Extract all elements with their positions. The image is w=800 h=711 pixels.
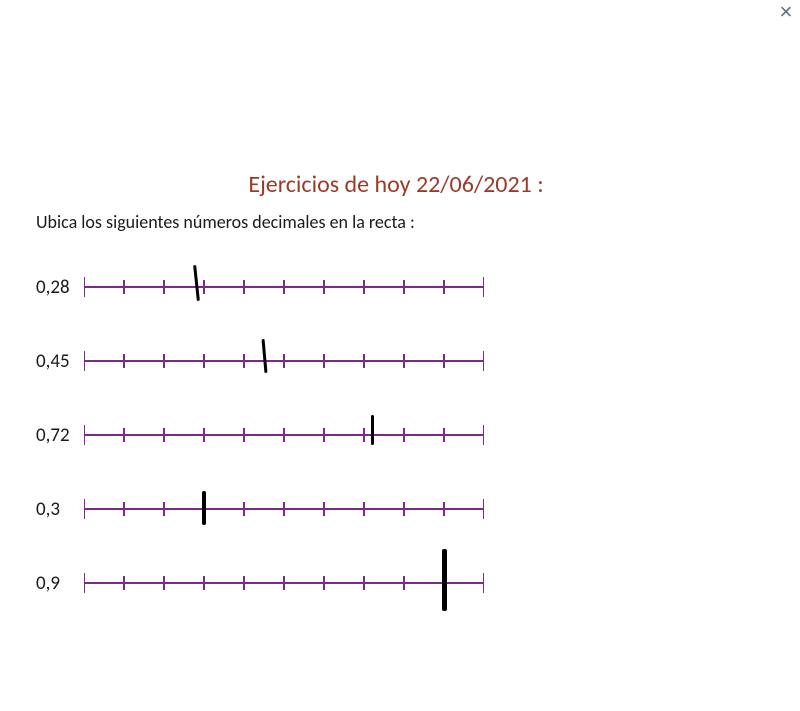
row-label: 0,45 (36, 350, 84, 373)
number-line (84, 493, 484, 525)
number-line-svg (84, 419, 484, 451)
page-title: Ejercicios de hoy 22/06/2021 : (36, 170, 756, 199)
number-line-svg (84, 493, 484, 525)
close-icon[interactable]: × (780, 0, 792, 24)
number-line (84, 419, 484, 451)
worksheet-content: Ejercicios de hoy 22/06/2021 : Ubica los… (36, 170, 756, 599)
number-line-rows: 0,28 0,45 0,72 0,3 0,9 (36, 271, 756, 599)
number-line-row: 0,3 (36, 493, 756, 525)
number-line-row: 0,28 (36, 271, 756, 303)
number-line-svg (84, 567, 484, 599)
row-label: 0,72 (36, 424, 84, 447)
instruction-text: Ubica los siguientes números decimales e… (36, 211, 756, 233)
number-line-row: 0,9 (36, 567, 756, 599)
number-line-svg (84, 271, 484, 303)
number-line (84, 345, 484, 377)
row-label: 0,3 (36, 498, 84, 521)
number-line-svg (84, 345, 484, 377)
row-label: 0,28 (36, 276, 84, 299)
number-line (84, 567, 484, 599)
number-line-row: 0,45 (36, 345, 756, 377)
number-line (84, 271, 484, 303)
row-label: 0,9 (36, 572, 84, 595)
number-line-row: 0,72 (36, 419, 756, 451)
